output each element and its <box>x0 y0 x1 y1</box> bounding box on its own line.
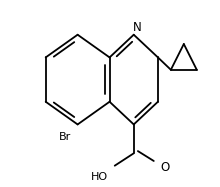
Text: N: N <box>133 21 142 34</box>
Text: O: O <box>160 161 169 174</box>
Text: Br: Br <box>59 132 71 142</box>
Text: HO: HO <box>91 172 108 182</box>
